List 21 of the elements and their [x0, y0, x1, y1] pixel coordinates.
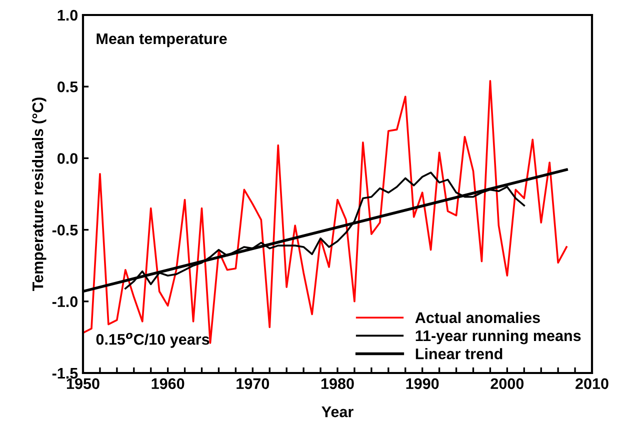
x-tick-label: 1970: [236, 378, 270, 390]
y-axis-title: Temperature residuals (°C): [32, 98, 46, 291]
annotation: Mean temperature: [96, 33, 227, 48]
y-tick-label: -0.5: [52, 224, 78, 236]
line-series: [124, 172, 526, 290]
legend-label: Linear trend: [416, 348, 502, 360]
y-tick-label: 0.0: [58, 153, 78, 164]
x-tick-label: 2000: [490, 378, 524, 390]
legend-label: 11-year running means: [416, 330, 581, 344]
x-tick-label: 1960: [152, 378, 184, 390]
y-tick-label: 1.0: [58, 10, 78, 21]
x-tick-label: 1990: [406, 378, 439, 390]
x-tick-label: 2010: [576, 378, 608, 390]
x-tick-label: 1950: [66, 378, 100, 390]
annotation: 0.15$^{o}$C/10 years: [96, 332, 210, 348]
y-tick-label: -1.0: [52, 296, 78, 308]
x-axis-title: Year: [322, 406, 354, 418]
y-tick-label: -1.5: [52, 368, 78, 379]
y-tick-label: 0.5: [58, 81, 78, 92]
x-tick-label: 1980: [321, 378, 354, 390]
legend-label: Actual anomalies: [415, 312, 540, 324]
